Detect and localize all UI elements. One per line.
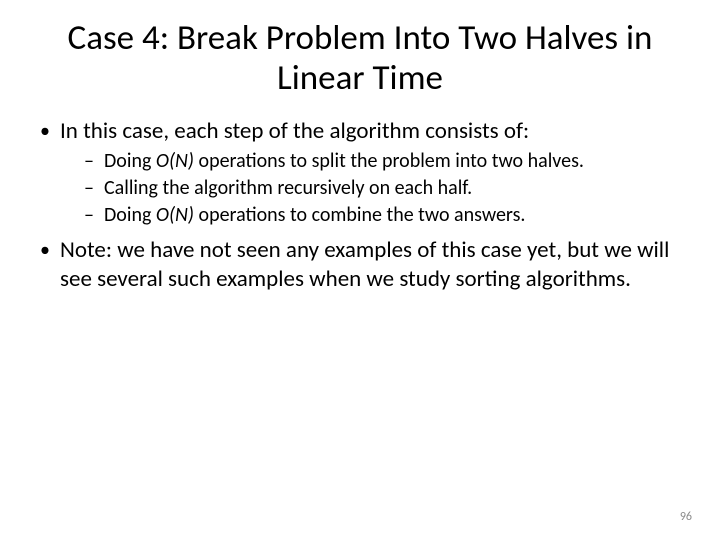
sub-bullet-list: Doing O(N) operations to split the probl… [60,149,684,228]
bullet-item: Note: we have not seen any examples of t… [36,236,684,294]
sub-bullet-text-post: operations to combine the two answers. [194,203,525,227]
sub-bullet-item: Calling the algorithm recursively on eac… [84,176,684,201]
page-number: 96 [680,510,692,524]
sub-bullet-text-post: operations to split the problem into two… [194,149,584,173]
slide-title: Case 4: Break Problem Into Two Halves in… [36,18,684,99]
slide-body: In this case, each step of the algorithm… [36,117,684,294]
bullet-text: Note: we have not seen any examples of t… [60,236,669,293]
bullet-list: In this case, each step of the algorithm… [36,117,684,294]
sub-bullet-item: Doing O(N) operations to combine the two… [84,203,684,228]
sub-bullet-text-pre: Doing [104,203,156,227]
sub-bullet-on: O(N) [156,149,194,173]
bullet-text: In this case, each step of the algorithm… [60,117,529,145]
bullet-item: In this case, each step of the algorithm… [36,117,684,229]
sub-bullet-on: O(N) [156,203,194,227]
slide: Case 4: Break Problem Into Two Halves in… [0,0,720,540]
sub-bullet-item: Doing O(N) operations to split the probl… [84,149,684,174]
sub-bullet-text: Calling the algorithm recursively on eac… [104,176,472,200]
sub-bullet-text-pre: Doing [104,149,156,173]
